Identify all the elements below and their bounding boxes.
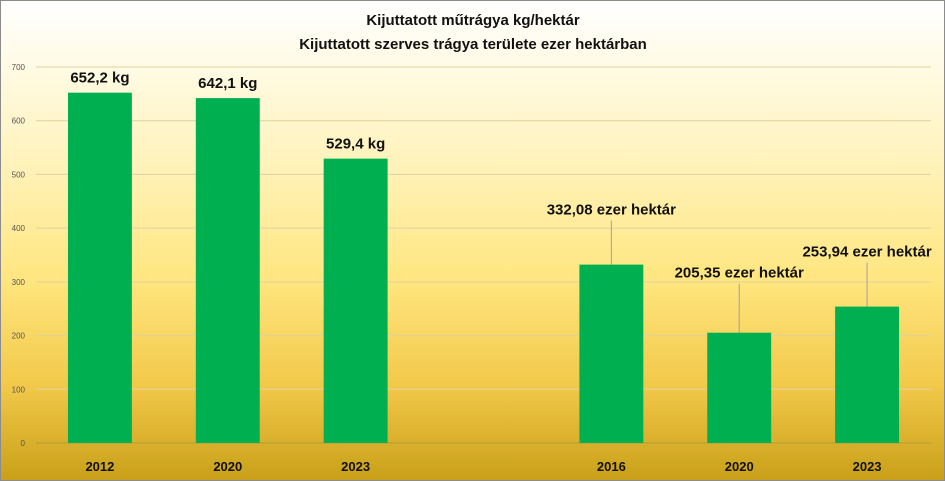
data-label: 642,1 kg [198,75,257,92]
bar [195,98,260,443]
x-category-label: 2020 [213,459,242,474]
bar [707,332,772,443]
y-axis-ticks: 0 100 200 300 400 500 600 700 [12,63,26,448]
bar [835,306,900,443]
y-tick-label: 300 [12,278,26,287]
y-tick-label: 100 [12,385,26,394]
data-label: 529,4 kg [326,136,385,153]
x-category-label: 2023 [341,459,370,474]
data-labels: 652,2 kg 642,1 kg 529,4 kg 332,08 ezer hekt… [70,70,932,282]
data-label: 205,35 ezer hektár [675,265,804,282]
x-category-label: 2016 [597,459,626,474]
data-label: 652,2 kg [70,70,129,87]
data-label: 253,94 ezer hektár [802,244,931,261]
y-tick-label: 0 [21,439,26,448]
bars [67,92,900,444]
x-category-label: 2023 [853,459,882,474]
bar [579,264,644,443]
y-tick-label: 400 [12,224,26,233]
y-tick-label: 700 [12,63,26,72]
bar [323,158,388,443]
y-tick-label: 200 [12,332,26,341]
chart-title: Kijuttatott műtrágya kg/hektár [366,12,580,29]
category-labels: 2012 2020 2023 2016 2020 2023 [85,459,881,474]
y-tick-label: 600 [12,117,26,126]
y-tick-label: 500 [12,170,26,179]
chart-subtitle: Kijuttatott szerves trágya területe ezer… [299,36,647,53]
leader-lines [610,220,868,333]
grid-layer [36,66,931,444]
data-label: 332,08 ezer hektár [547,202,676,219]
x-category-label: 2012 [85,459,114,474]
x-category-label: 2020 [725,459,754,474]
bar [67,92,132,444]
